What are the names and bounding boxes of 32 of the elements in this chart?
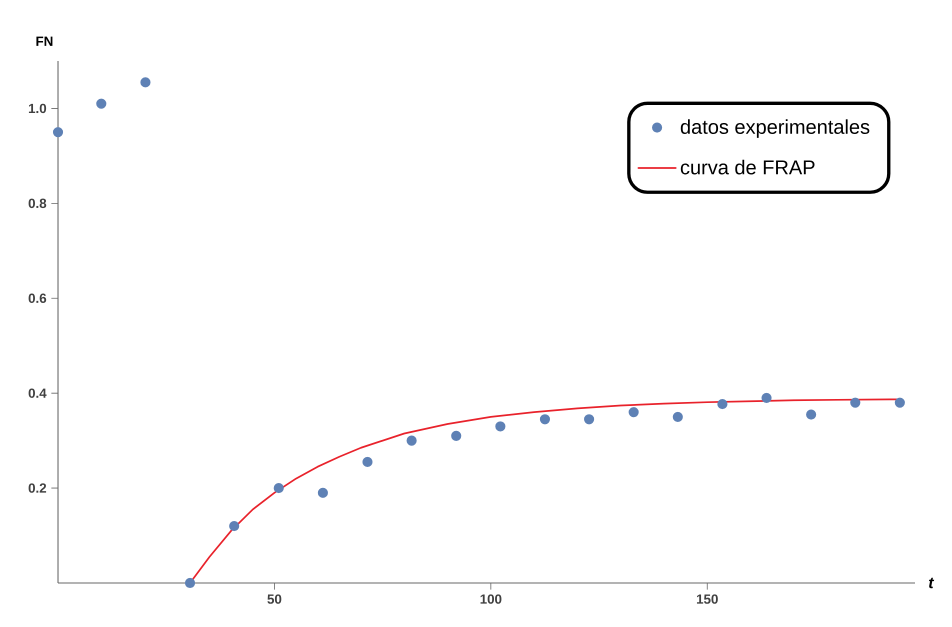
point (495, 421, 506, 432)
point (761, 392, 772, 403)
x-tick-label: 150 (696, 594, 718, 604)
point (628, 407, 639, 418)
point (672, 412, 683, 422)
x-tick-label: 50 (267, 594, 282, 604)
point (451, 430, 462, 441)
point (140, 77, 151, 88)
point (52, 127, 64, 138)
x-axis-title: t (928, 578, 934, 588)
x-tick-label: 100 (480, 594, 502, 604)
legend-label: curva de FRAP (680, 160, 815, 174)
y-tick-label: 0.4 (28, 388, 47, 398)
point (318, 488, 328, 498)
point (96, 98, 106, 109)
point (274, 483, 284, 494)
point (229, 520, 240, 532)
y-tick-label: 1.0 (28, 104, 46, 114)
point (584, 414, 594, 424)
y-tick-label: 0.8 (28, 198, 46, 208)
y-axis-title: FN (36, 36, 52, 46)
point (362, 456, 373, 468)
point (717, 399, 728, 410)
point (406, 436, 417, 446)
y-tick-label: 0.2 (28, 483, 46, 493)
point (540, 414, 550, 424)
point (806, 409, 816, 420)
point (894, 398, 905, 408)
point (184, 578, 196, 588)
point (850, 398, 860, 408)
y-tick-label: 0.6 (28, 294, 46, 303)
legend-label: datos experimentales (680, 119, 870, 138)
